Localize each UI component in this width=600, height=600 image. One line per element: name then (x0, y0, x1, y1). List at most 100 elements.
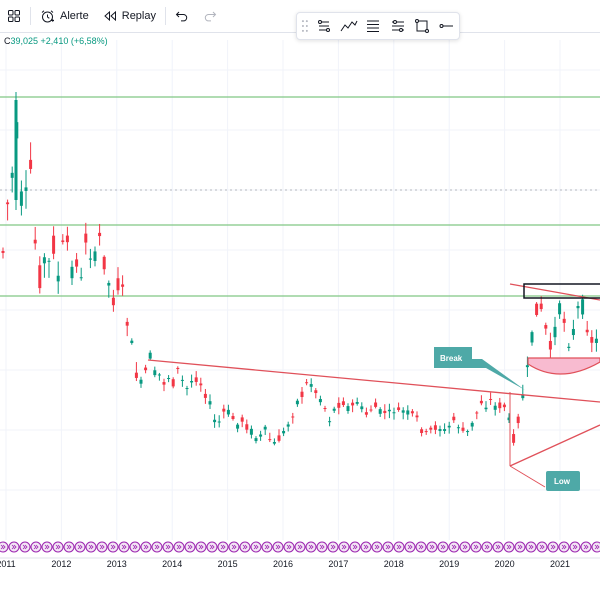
candle-up (213, 414, 217, 428)
event-marker-icon[interactable] (250, 541, 262, 553)
event-marker-icon[interactable] (536, 541, 548, 553)
event-marker-icon[interactable] (283, 541, 295, 553)
low-callout-pointer[interactable] (509, 465, 546, 488)
replay-label: Replay (121, 10, 156, 22)
event-marker-icon[interactable] (8, 541, 20, 553)
event-marker-icon[interactable] (580, 541, 592, 553)
event-marker-icon[interactable] (415, 541, 427, 553)
line-tool-button[interactable] (313, 14, 336, 38)
event-marker-icon[interactable] (514, 541, 526, 553)
candle-down (268, 432, 272, 443)
candle-down (397, 402, 401, 412)
event-marker-icon[interactable] (239, 541, 251, 553)
candle-up (282, 427, 286, 437)
event-marker-icon[interactable] (96, 541, 108, 553)
candle-up (360, 402, 364, 413)
events-row (0, 541, 600, 553)
rectangle-tool-button[interactable] (410, 14, 433, 38)
fib-tool-button[interactable] (386, 14, 409, 38)
event-marker-icon[interactable] (74, 541, 86, 553)
change-value: +2,410 (40, 36, 69, 46)
event-marker-icon[interactable] (162, 541, 174, 553)
event-marker-icon[interactable] (382, 541, 394, 553)
event-marker-icon[interactable] (404, 541, 416, 553)
event-marker-icon[interactable] (85, 541, 97, 553)
event-marker-icon[interactable] (129, 541, 141, 553)
candle-down (52, 226, 56, 260)
replay-button[interactable]: Replay (96, 0, 163, 32)
grip-icon[interactable] (301, 18, 309, 34)
event-marker-icon[interactable] (41, 541, 53, 553)
redo-button[interactable] (196, 0, 224, 32)
event-marker-icon[interactable] (173, 541, 185, 553)
event-marker-icon[interactable] (470, 541, 482, 553)
event-marker-icon[interactable] (371, 541, 383, 553)
candle-down (305, 379, 309, 386)
event-marker-icon[interactable] (459, 541, 471, 553)
candle-down (65, 226, 69, 251)
event-marker-icon[interactable] (140, 541, 152, 553)
break-callout[interactable]: Break (434, 347, 525, 390)
break-label: Break (440, 354, 463, 363)
candle-down (162, 378, 166, 392)
candle-up (318, 395, 322, 406)
event-marker-icon[interactable] (184, 541, 196, 553)
candle-up (406, 405, 410, 420)
event-marker-icon[interactable] (360, 541, 372, 553)
candle-up (576, 301, 580, 319)
candle-down (300, 387, 304, 404)
event-marker-icon[interactable] (294, 541, 306, 553)
event-marker-icon[interactable] (316, 541, 328, 553)
event-marker-icon[interactable] (503, 541, 515, 553)
event-marker-icon[interactable] (305, 541, 317, 553)
event-marker-icon[interactable] (558, 541, 570, 553)
event-marker-icon[interactable] (547, 541, 559, 553)
low-callout[interactable]: Low (546, 471, 580, 491)
candle-up (332, 406, 336, 414)
candle-up (401, 407, 405, 420)
x-axis: 2011 2012 2013 2014 2015 2016 2017 2018 2019 2020… (0, 557, 600, 569)
event-marker-icon[interactable] (327, 541, 339, 553)
event-marker-icon[interactable] (525, 541, 537, 553)
alert-button[interactable]: Alerte (33, 0, 96, 32)
candle-down (98, 223, 102, 246)
candle-down (194, 371, 198, 386)
event-marker-icon[interactable] (30, 541, 42, 553)
candle-down (475, 410, 479, 420)
undo-button[interactable] (168, 0, 196, 32)
layout-button[interactable] (0, 0, 28, 32)
ascending-trendline[interactable] (509, 424, 600, 467)
candle-down (231, 412, 235, 421)
event-marker-icon[interactable] (261, 541, 273, 553)
event-marker-icon[interactable] (107, 541, 119, 553)
event-marker-icon[interactable] (151, 541, 163, 553)
event-marker-icon[interactable] (393, 541, 405, 553)
candle-up (355, 397, 359, 406)
event-marker-icon[interactable] (118, 541, 130, 553)
horizontal-ray-button[interactable] (435, 14, 458, 38)
event-marker-icon[interactable] (591, 541, 600, 553)
event-marker-icon[interactable] (0, 541, 9, 553)
event-marker-icon[interactable] (19, 541, 31, 553)
event-marker-icon[interactable] (206, 541, 218, 553)
event-marker-icon[interactable] (272, 541, 284, 553)
event-marker-icon[interactable] (195, 541, 207, 553)
cup-shape[interactable] (527, 357, 600, 375)
resistance-box[interactable] (523, 283, 600, 299)
path-tool-button[interactable] (337, 14, 360, 38)
event-marker-icon[interactable] (569, 541, 581, 553)
event-marker-icon[interactable] (52, 541, 64, 553)
event-marker-icon[interactable] (492, 541, 504, 553)
parallel-channel-button[interactable] (362, 14, 385, 38)
descending-trendline[interactable] (147, 359, 600, 403)
event-marker-icon[interactable] (437, 541, 449, 553)
event-marker-icon[interactable] (63, 541, 75, 553)
event-marker-icon[interactable] (338, 541, 350, 553)
event-marker-icon[interactable] (448, 541, 460, 553)
event-marker-icon[interactable] (426, 541, 438, 553)
event-marker-icon[interactable] (349, 541, 361, 553)
event-marker-icon[interactable] (481, 541, 493, 553)
event-marker-icon[interactable] (217, 541, 229, 553)
event-marker-icon[interactable] (228, 541, 240, 553)
